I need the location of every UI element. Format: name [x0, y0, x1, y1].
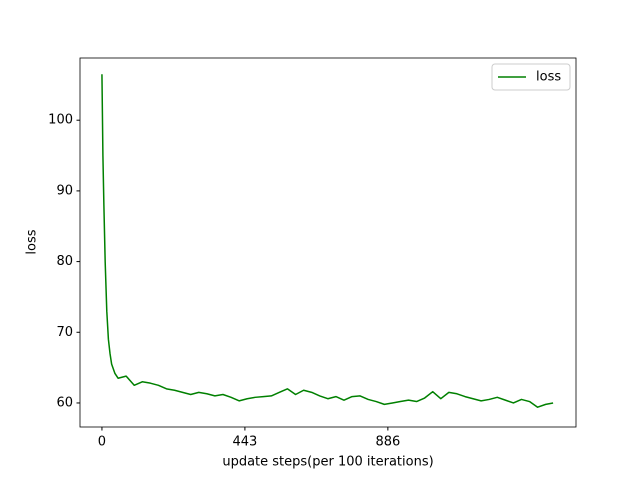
x-axis-label: update steps(per 100 iterations) — [222, 455, 433, 470]
y-tick-label: 60 — [56, 395, 73, 410]
x-tick-label: 0 — [98, 435, 106, 450]
y-tick-label: 90 — [56, 183, 73, 198]
y-tick-label: 100 — [48, 113, 73, 128]
y-tick-label: 70 — [56, 325, 73, 340]
y-axis-label: loss — [25, 229, 40, 254]
legend-box — [491, 63, 571, 91]
line-series — [101, 74, 554, 408]
x-tick-label: 886 — [375, 435, 400, 450]
x-tick-label: 443 — [232, 435, 257, 450]
plot-frame — [79, 57, 577, 428]
y-tick-label: 80 — [56, 254, 73, 269]
legend-label: loss — [536, 70, 561, 85]
